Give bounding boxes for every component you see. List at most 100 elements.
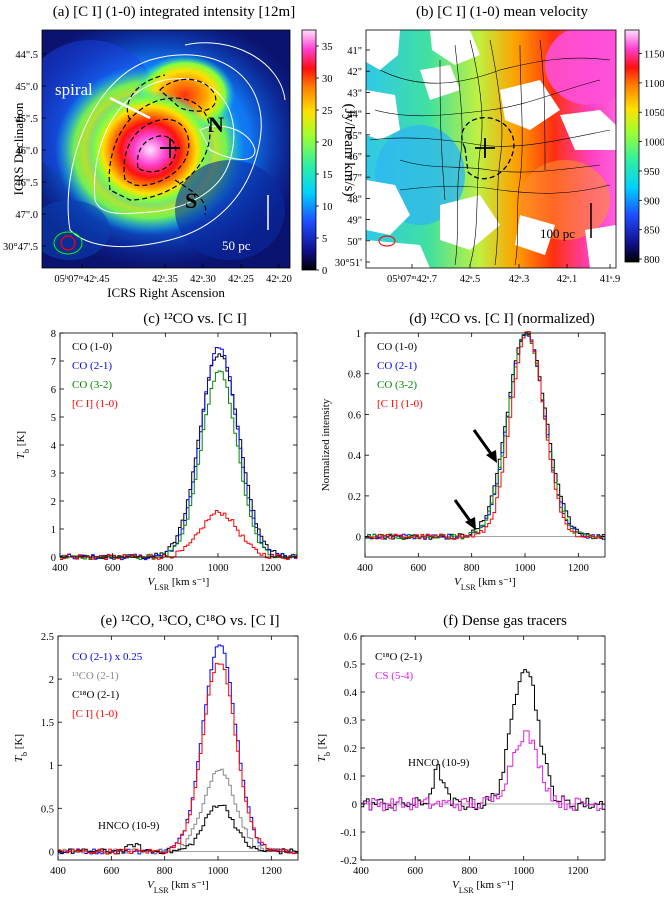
map-a-xlabel: ICRS Right Ascension bbox=[107, 285, 225, 300]
map-a-ytick: 46".5 bbox=[15, 178, 38, 189]
beam-b bbox=[378, 235, 396, 247]
spiral-label: spiral bbox=[55, 80, 93, 99]
colorbar-b-tick: 1050 bbox=[644, 108, 664, 119]
y-tick-label: 2 bbox=[49, 675, 54, 686]
title-a: (a) [C I] (1-0) integrated intensity [12… bbox=[52, 4, 296, 20]
map-a-xtick: 42ˢ.25 bbox=[228, 274, 254, 285]
map-b-ytick: 50" bbox=[347, 237, 362, 248]
legend-entry: [C I] (1-0) bbox=[377, 398, 423, 410]
series-line bbox=[58, 662, 299, 855]
legend-entry: CO (1-0) bbox=[72, 341, 112, 353]
y-tick-label: 0.3 bbox=[344, 716, 357, 727]
legend-entry: CO (3-2) bbox=[72, 379, 112, 391]
y-tick-label: 0.8 bbox=[348, 370, 361, 381]
title-d: (d) ¹²CO vs. [C I] (normalized) bbox=[409, 311, 595, 327]
x-tick-label: 600 bbox=[407, 866, 423, 877]
y-tick-label: 4 bbox=[51, 441, 57, 452]
y-tick-label: 6 bbox=[51, 385, 56, 396]
x-tick-label: 400 bbox=[357, 563, 373, 574]
y-tick-label: 0 bbox=[49, 847, 54, 858]
axes-box bbox=[57, 635, 299, 861]
series-line bbox=[60, 370, 298, 560]
series-line bbox=[361, 669, 606, 811]
x-tick-label: 800 bbox=[462, 866, 478, 877]
x-tick-label: 1000 bbox=[208, 866, 229, 877]
scale-label-b: 100 pc bbox=[540, 226, 575, 241]
map-a-xtick: 05ʰ07ᵐ42ˢ.45 bbox=[54, 274, 109, 285]
map-b-xtick: 42ˢ.5 bbox=[460, 274, 481, 285]
map-b-ytick: 45" bbox=[347, 131, 362, 142]
map-a-ytick: 46".0 bbox=[15, 146, 38, 157]
colorbar-b-tick: 850 bbox=[644, 226, 660, 237]
colorbar-b-tick: 1150 bbox=[644, 49, 664, 60]
x-tick-label: 800 bbox=[157, 563, 173, 574]
y-tick-label: 0.6 bbox=[344, 632, 357, 643]
panel-d-arrows bbox=[453, 429, 497, 530]
x-tick-label: 800 bbox=[464, 563, 480, 574]
x-tick-label: 1000 bbox=[208, 563, 229, 574]
map-a-xtick: 42ˢ.20 bbox=[266, 274, 292, 285]
spectrum-panel-d: CO (1-0) CO (2-1) CO (3-2) [C I] (1-0) 400 60… bbox=[320, 329, 606, 592]
y-tick-label: 1 bbox=[51, 525, 56, 536]
x-tick-label: 1200 bbox=[567, 866, 588, 877]
x-axis-label: VLSR [km s⁻¹] bbox=[147, 879, 209, 895]
x-tick-label: 1200 bbox=[261, 866, 282, 877]
label-N: N bbox=[208, 112, 224, 137]
legend-entry: C¹⁸O (2-1) bbox=[72, 689, 119, 701]
y-tick-label: 3 bbox=[51, 469, 56, 480]
map-b-ytick: 46" bbox=[347, 152, 362, 163]
map-b-xtick: 42ˢ.1 bbox=[557, 274, 578, 285]
y-tick-label: 0 bbox=[51, 553, 56, 564]
colorbar-a-tick: 20 bbox=[322, 138, 333, 149]
y-tick-label: 0 bbox=[356, 533, 361, 544]
x-tick-label: 800 bbox=[157, 866, 173, 877]
spiral-arrow bbox=[109, 96, 151, 120]
y-tick-label: 1.5 bbox=[41, 718, 54, 729]
map-b-ytick: 42" bbox=[347, 67, 362, 78]
map-a-ytick: 30°47'.5 bbox=[3, 242, 38, 253]
map-b-ytick: 49" bbox=[347, 216, 362, 227]
map-b-ytick: 48" bbox=[347, 194, 362, 205]
y-tick-label: 7 bbox=[51, 357, 56, 368]
colorbar-a-tick: 5 bbox=[322, 234, 327, 245]
colorbar-b-tick: 800 bbox=[644, 255, 660, 266]
beam-large bbox=[53, 231, 83, 255]
spectrum-panel-f: C¹⁸O (2-1) CS (5-4) 400 600 800 1000 1200 -0.2 -… bbox=[316, 632, 606, 895]
annotation-hnco: HNCO (10-9) bbox=[408, 757, 470, 769]
x-tick-label: 1000 bbox=[515, 563, 536, 574]
y-tick-label: 8 bbox=[51, 329, 56, 340]
y-tick-label: 0.4 bbox=[344, 688, 358, 699]
y-axis-label: Tb [K] bbox=[15, 431, 31, 459]
scale-label-a: 50 pc bbox=[222, 238, 251, 253]
x-tick-label: 600 bbox=[410, 563, 426, 574]
colorbar-a-tick: 35 bbox=[322, 42, 333, 53]
legend-entry: CO (2-1) bbox=[72, 360, 112, 372]
y-tick-label: 2.5 bbox=[41, 632, 54, 643]
x-tick-label: 600 bbox=[103, 866, 119, 877]
series-line bbox=[60, 510, 298, 560]
title-e: (e) ¹²CO, ¹³CO, C¹⁸O vs. [C I] bbox=[100, 613, 280, 629]
colorbar-b-tick: 900 bbox=[644, 196, 660, 207]
map-a-xtick: 42ˢ.35 bbox=[152, 274, 178, 285]
series-line bbox=[361, 730, 606, 812]
map-b-ytick: 47" bbox=[347, 173, 362, 184]
annotation-hnco: HNCO (10-9) bbox=[98, 820, 160, 832]
colorbar-a-tick: 30 bbox=[322, 74, 333, 85]
x-tick-label: 400 bbox=[52, 563, 68, 574]
colorbar-b bbox=[624, 29, 640, 263]
map-b-ytick: 44" bbox=[347, 110, 362, 121]
y-axis-label: Normalized intensity bbox=[320, 398, 332, 491]
x-tick-label: 400 bbox=[50, 866, 66, 877]
legend-entry: CO (3-2) bbox=[377, 379, 417, 391]
y-tick-label: -0.2 bbox=[340, 856, 357, 867]
y-tick-label: 0.6 bbox=[348, 410, 361, 421]
legend-entry: C¹⁸O (2-1) bbox=[375, 651, 422, 663]
axes-box bbox=[364, 332, 606, 558]
colorbar-b-tick: 950 bbox=[644, 167, 660, 178]
legend-entry: CO (2-1) x 0.25 bbox=[72, 651, 143, 663]
title-f: (f) Dense gas tracers bbox=[443, 613, 567, 629]
y-tick-label: 0.2 bbox=[344, 744, 357, 755]
colorbar-a-tick: 10 bbox=[322, 202, 333, 213]
y-tick-label: 0.4 bbox=[348, 451, 362, 462]
